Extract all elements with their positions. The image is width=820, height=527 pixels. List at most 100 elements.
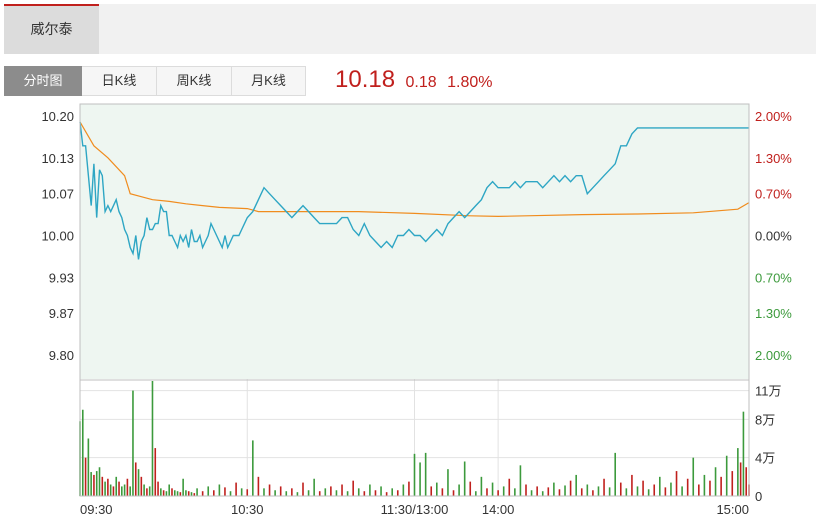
volume-tick-label: 8万 (755, 412, 775, 427)
volume-bar (123, 484, 126, 496)
chart-frame (79, 103, 750, 497)
volume-bar (553, 482, 555, 496)
price-tick-label: 10.13 (41, 151, 74, 166)
volume-bar (480, 476, 483, 496)
volume-bar (714, 467, 717, 496)
top-bar: 威尔泰 (4, 4, 816, 54)
volume-bar (664, 487, 667, 496)
volume-bar (424, 452, 427, 496)
volume-bar (686, 478, 689, 496)
volume-bar (592, 490, 594, 496)
tab-monthly-k[interactable]: 月K线 (232, 66, 306, 96)
pct-tick-label: 2.00% (755, 109, 792, 124)
volume-bar (491, 482, 494, 496)
volume-bar (725, 455, 728, 496)
tab-daily-k[interactable]: 日K线 (82, 66, 157, 96)
volume-bar (519, 465, 522, 496)
volume-bar (497, 490, 499, 496)
volume-bar (737, 448, 739, 496)
volume-bar (430, 486, 433, 496)
volume-bar (692, 457, 695, 496)
volume-bar (84, 457, 87, 496)
volume-bar (647, 489, 650, 496)
volume-bar (101, 476, 104, 496)
volume-bar (670, 482, 672, 496)
volume-bar (653, 484, 656, 496)
volume-bar (118, 481, 120, 496)
volume-bar (413, 453, 416, 496)
volume-bar (408, 481, 410, 496)
volume-bar (369, 484, 371, 496)
volume-bar (285, 491, 288, 496)
quote-summary: 10.18 0.18 1.80% (335, 66, 492, 98)
volume-bar (363, 491, 366, 496)
volume-bar (703, 474, 706, 496)
volume-bar (391, 488, 393, 496)
volume-bar (302, 482, 304, 496)
volume-bar (441, 488, 444, 496)
volume-bar (619, 482, 622, 496)
volume-bar (187, 491, 190, 496)
chart-border (79, 103, 750, 497)
volume-bar (569, 480, 572, 496)
volume-bar (597, 486, 600, 496)
volume-bar (536, 486, 538, 496)
tab-weekly-k[interactable]: 周K线 (157, 66, 232, 96)
volume-bar (291, 488, 293, 496)
volume-bar (268, 484, 271, 496)
volume-bar (165, 491, 168, 496)
tab-intraday[interactable]: 分时图 (4, 66, 82, 96)
price-tick-label: 10.00 (41, 229, 74, 244)
volume-bar (173, 490, 176, 496)
volume-bar (193, 493, 196, 496)
pct-tick-label: 0.70% (755, 270, 792, 285)
volume-bar (514, 488, 516, 496)
volume-bar (229, 491, 232, 496)
time-tick-label: 11:30/13:00 (381, 502, 449, 517)
pct-tick-label: 1.30% (755, 306, 792, 321)
volume-bar (296, 492, 299, 496)
volume-bar (93, 474, 95, 496)
price-change-pct: 1.80% (447, 74, 493, 91)
volume-bar (240, 488, 243, 496)
volume-bar (140, 476, 143, 496)
volume-bar (745, 467, 748, 496)
volume-bar (148, 486, 151, 496)
volume-bar (547, 487, 550, 496)
volume-bar (90, 472, 92, 496)
volume-bar (341, 484, 343, 496)
volume-bar (115, 476, 118, 496)
price-tick-label: 10.20 (41, 109, 74, 124)
volume-bar (625, 488, 628, 496)
volume-bar (171, 488, 173, 496)
volume-bar (346, 491, 349, 496)
volume-bar (525, 484, 527, 496)
volume-bar (469, 481, 472, 496)
volume-bar (157, 481, 159, 496)
volume-bar (575, 474, 577, 496)
axis-labels: 10.20 10.13 10.07 10.00 9.93 9.87 9.80 2.00% 1.3… (41, 109, 792, 517)
volume-bar (137, 469, 140, 496)
volume-bar (176, 491, 179, 496)
pct-tick-label: 1.30% (755, 151, 792, 166)
volume-bar (502, 486, 505, 496)
volume-bar (720, 476, 722, 496)
volume-bar (541, 491, 544, 496)
volume-bar (98, 467, 101, 496)
volume-bar (154, 448, 157, 496)
volume-bar (196, 488, 198, 496)
volume-bar (586, 484, 589, 496)
stock-name-tab[interactable]: 威尔泰 (4, 4, 99, 54)
volume-bar (330, 486, 332, 496)
volume-bar (357, 488, 360, 496)
volume-bar (218, 484, 221, 496)
volume-bar (318, 491, 321, 496)
volume-bar (580, 488, 583, 496)
volume-bar (731, 471, 734, 496)
volume-bar (486, 488, 488, 496)
pct-tick-label: 0.70% (755, 187, 792, 202)
volume-bar (681, 486, 683, 496)
volume-bar (274, 490, 276, 496)
volume-bar (452, 490, 455, 496)
